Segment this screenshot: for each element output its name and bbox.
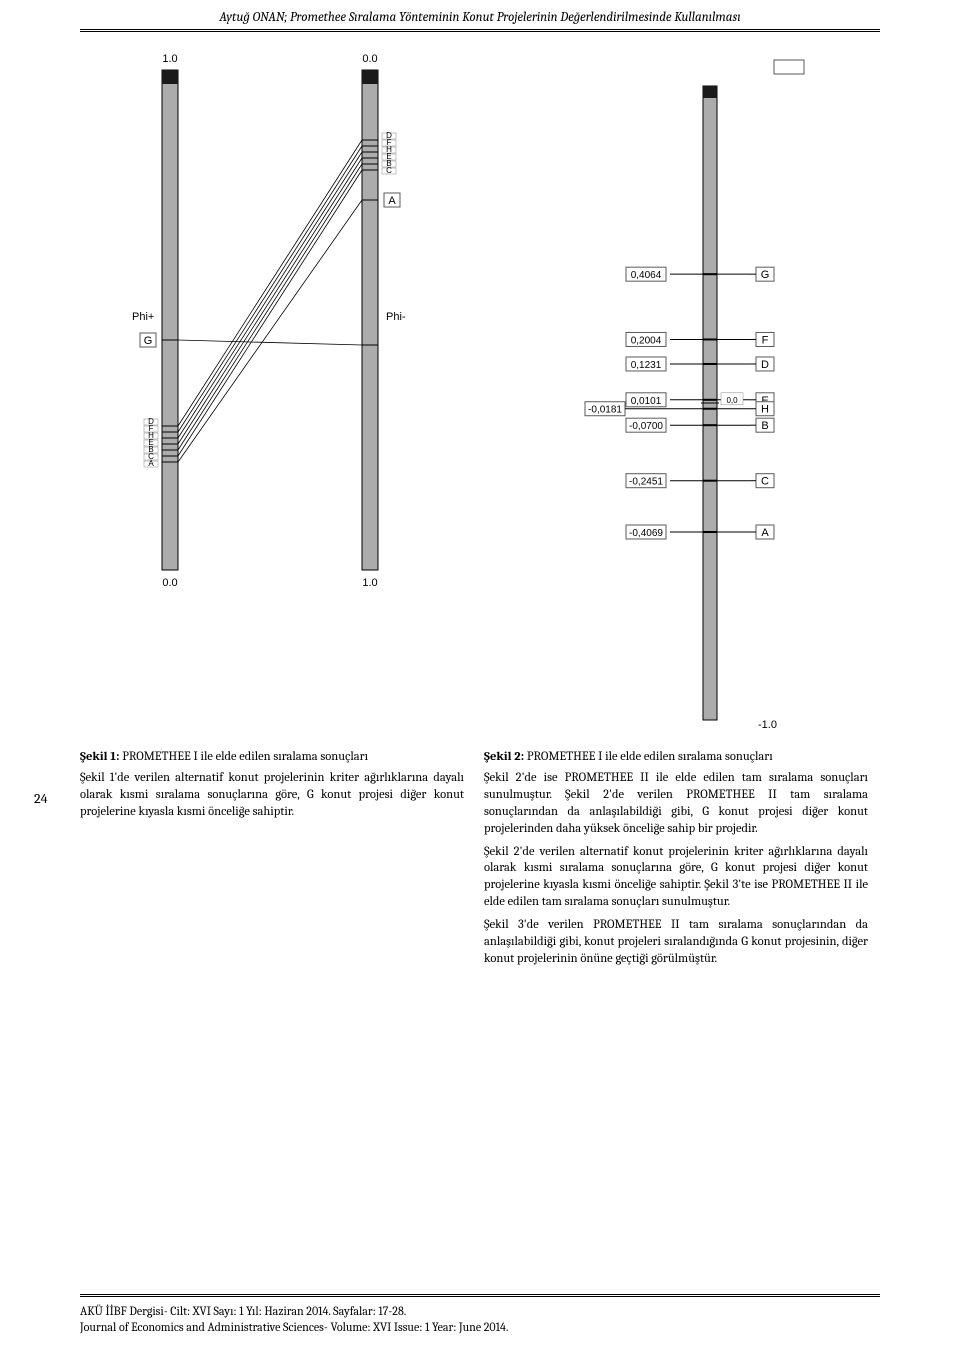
figure-2-paragraph-3: Şekil 3'de verilen PROMETHEE II tam sıra… bbox=[484, 917, 868, 968]
svg-text:-0,0700: -0,0700 bbox=[629, 421, 663, 432]
svg-text:0,1231: 0,1231 bbox=[631, 360, 662, 371]
footer-line-2: Journal of Economics and Administrative … bbox=[80, 1319, 880, 1335]
svg-text:-0,0181: -0,0181 bbox=[588, 405, 622, 416]
svg-text:A: A bbox=[148, 459, 154, 468]
text-columns: 24 Şekil 1: PROMETHEE I ile elde edilen … bbox=[80, 750, 880, 974]
svg-text:0.0: 0.0 bbox=[162, 577, 177, 589]
svg-text:F: F bbox=[762, 334, 769, 346]
header-rule bbox=[80, 29, 880, 32]
running-header: Aytuğ ONAN; Promethee Sıralama Yöntemini… bbox=[80, 10, 880, 29]
svg-text:0,0101: 0,0101 bbox=[631, 396, 662, 407]
chart-promethee-1: 1.00.00.01.0Phi+Phi-GDFHEBCADFHEBCA bbox=[80, 40, 440, 740]
svg-text:H: H bbox=[761, 404, 769, 416]
figure-2-caption-text: PROMETHEE I ile elde edilen sıralama son… bbox=[527, 750, 773, 764]
svg-text:A: A bbox=[761, 527, 769, 539]
svg-text:D: D bbox=[761, 359, 769, 371]
svg-text:-0,2451: -0,2451 bbox=[629, 477, 663, 488]
svg-text:0,2004: 0,2004 bbox=[631, 335, 662, 346]
svg-text:1.0: 1.0 bbox=[362, 577, 377, 589]
svg-text:Phi-: Phi- bbox=[386, 311, 406, 323]
figure-2-caption-label: Şekil 2: bbox=[484, 750, 524, 764]
footer-line-1: AKÜ İİBF Dergisi- Cilt: XVI Sayı: 1 Yıl:… bbox=[80, 1303, 880, 1319]
left-column: 24 Şekil 1: PROMETHEE I ile elde edilen … bbox=[80, 750, 464, 974]
page-footer: AKÜ İİBF Dergisi- Cilt: XVI Sayı: 1 Yıl:… bbox=[80, 1294, 880, 1335]
svg-text:A: A bbox=[388, 195, 396, 207]
svg-text:1.0: 1.0 bbox=[162, 53, 177, 65]
svg-text:-0,4069: -0,4069 bbox=[629, 528, 663, 539]
right-column: Şekil 2: PROMETHEE I ile elde edilen sır… bbox=[484, 750, 868, 974]
chart-promethee-2: +1.0-1.00,4064G0,2004F0,1231D0,01010,0E-… bbox=[520, 40, 840, 740]
svg-text:C: C bbox=[386, 166, 392, 175]
figure-2-paragraph-1: Şekil 2'de ise PROMETHEE II ile elde edi… bbox=[484, 770, 868, 838]
svg-text:G: G bbox=[761, 269, 770, 281]
svg-text:0,4064: 0,4064 bbox=[631, 270, 662, 281]
figure-1-paragraph: Şekil 1'de verilen alternatif konut proj… bbox=[80, 770, 464, 821]
figure-1-caption: Şekil 1: PROMETHEE I ile elde edilen sır… bbox=[80, 750, 464, 764]
svg-text:B: B bbox=[761, 420, 768, 432]
svg-text:Phi+: Phi+ bbox=[132, 311, 154, 323]
page-number: 24 bbox=[34, 790, 48, 807]
svg-text:C: C bbox=[761, 476, 769, 488]
figure-1-caption-label: Şekil 1: bbox=[80, 750, 120, 764]
figure-1-caption-text: PROMETHEE I ile elde edilen sıralama son… bbox=[122, 750, 368, 764]
svg-text:-1.0: -1.0 bbox=[758, 719, 777, 731]
figure-2-caption: Şekil 2: PROMETHEE I ile elde edilen sır… bbox=[484, 750, 868, 764]
svg-text:0,0: 0,0 bbox=[726, 396, 738, 405]
svg-text:G: G bbox=[144, 335, 153, 347]
svg-text:0.0: 0.0 bbox=[362, 53, 377, 65]
charts-row: 1.00.00.01.0Phi+Phi-GDFHEBCADFHEBCA +1.0… bbox=[80, 40, 880, 740]
footer-rule bbox=[80, 1294, 880, 1297]
figure-2-paragraph-2: Şekil 2'de verilen alternatif konut proj… bbox=[484, 844, 868, 912]
